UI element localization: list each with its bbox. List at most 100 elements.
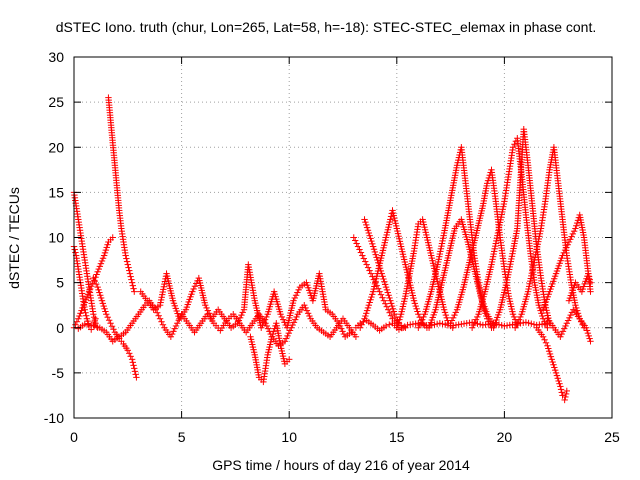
data-point bbox=[111, 162, 121, 189]
data-point bbox=[393, 225, 404, 248]
data-point bbox=[251, 351, 262, 379]
data-point bbox=[378, 236, 389, 259]
data-marks bbox=[70, 94, 594, 404]
data-point bbox=[352, 333, 360, 340]
data-point bbox=[75, 216, 84, 234]
data-point bbox=[563, 252, 574, 284]
data-point bbox=[122, 252, 131, 265]
data-point bbox=[83, 270, 92, 288]
data-point bbox=[369, 272, 381, 295]
data-point bbox=[90, 274, 100, 288]
data-point bbox=[488, 166, 499, 202]
y-tick-label: -5 bbox=[52, 365, 65, 381]
data-point bbox=[496, 234, 508, 270]
data-point bbox=[496, 281, 510, 313]
data-point bbox=[415, 320, 430, 329]
data-point bbox=[580, 234, 592, 275]
data-point bbox=[176, 308, 188, 322]
chart-title: dSTEC Iono. truth (chur, Lon=265, Lat=58… bbox=[56, 19, 596, 35]
data-point bbox=[369, 321, 381, 332]
data-point bbox=[382, 218, 393, 241]
series-5-points bbox=[75, 297, 360, 349]
data-point bbox=[548, 356, 559, 374]
data-point bbox=[544, 342, 555, 360]
data-point bbox=[350, 234, 360, 247]
data-point bbox=[75, 307, 85, 322]
data-point bbox=[124, 347, 134, 360]
data-point bbox=[501, 173, 512, 205]
data-point bbox=[131, 365, 139, 378]
series-16-points bbox=[490, 126, 553, 331]
series-19-points bbox=[539, 211, 594, 313]
series-18-points bbox=[533, 324, 571, 404]
x-tick-label: 0 bbox=[70, 429, 78, 445]
data-point bbox=[559, 392, 566, 399]
data-point bbox=[522, 319, 538, 328]
data-point bbox=[109, 139, 118, 166]
data-point bbox=[283, 299, 297, 331]
data-point bbox=[357, 318, 367, 327]
y-tick-label: 30 bbox=[48, 49, 64, 65]
data-point bbox=[339, 315, 352, 329]
data-point bbox=[77, 229, 86, 248]
data-point bbox=[522, 211, 534, 252]
data-point bbox=[537, 200, 549, 232]
data-point bbox=[96, 324, 108, 334]
data-point bbox=[389, 207, 400, 230]
data-point bbox=[227, 321, 239, 331]
data-point bbox=[428, 263, 441, 295]
series-21-points bbox=[565, 270, 594, 304]
data-point bbox=[124, 261, 133, 274]
data-point bbox=[587, 279, 594, 286]
data-point bbox=[320, 329, 332, 339]
y-tick-label: 15 bbox=[48, 184, 64, 200]
data-point bbox=[382, 283, 393, 302]
data-point bbox=[258, 313, 270, 331]
data-point bbox=[109, 234, 116, 241]
data-point bbox=[445, 227, 458, 259]
data-point bbox=[419, 216, 430, 239]
data-point bbox=[434, 232, 447, 268]
data-point bbox=[524, 259, 538, 295]
data-point bbox=[576, 315, 588, 329]
data-point bbox=[210, 320, 222, 332]
data-point bbox=[105, 94, 114, 121]
data-point bbox=[402, 272, 413, 300]
data-point bbox=[126, 270, 135, 283]
data-point bbox=[182, 291, 195, 313]
data-point bbox=[277, 342, 288, 365]
x-tick-label: 15 bbox=[389, 429, 405, 445]
data-point bbox=[359, 252, 369, 265]
data-point bbox=[406, 279, 417, 302]
data-point bbox=[81, 256, 90, 275]
data-point bbox=[94, 283, 105, 302]
data-point bbox=[544, 320, 551, 327]
data-point bbox=[531, 227, 544, 264]
data-point bbox=[365, 229, 376, 248]
data-point bbox=[88, 297, 97, 315]
data-point bbox=[542, 169, 553, 205]
data-point bbox=[509, 227, 521, 255]
data-point bbox=[570, 306, 582, 320]
series-7-points bbox=[247, 320, 293, 386]
data-point bbox=[453, 286, 466, 313]
x-tick-label: 25 bbox=[604, 429, 620, 445]
data-point bbox=[563, 387, 571, 395]
data-point bbox=[378, 270, 389, 288]
data-point bbox=[242, 322, 255, 336]
data-point bbox=[70, 189, 79, 207]
data-point bbox=[555, 180, 566, 221]
data-point bbox=[75, 265, 84, 284]
data-point bbox=[77, 279, 86, 297]
data-point bbox=[167, 322, 180, 340]
data-point bbox=[128, 279, 137, 292]
data-point bbox=[550, 144, 562, 184]
data-point bbox=[572, 214, 583, 232]
data-point bbox=[197, 313, 210, 327]
data-point bbox=[449, 164, 460, 192]
data-point bbox=[184, 320, 197, 334]
data-point bbox=[531, 279, 542, 306]
data-point bbox=[70, 243, 79, 256]
data-point bbox=[335, 320, 348, 338]
x-tick-labels: 0 5 10 15 20 25 bbox=[70, 429, 620, 445]
